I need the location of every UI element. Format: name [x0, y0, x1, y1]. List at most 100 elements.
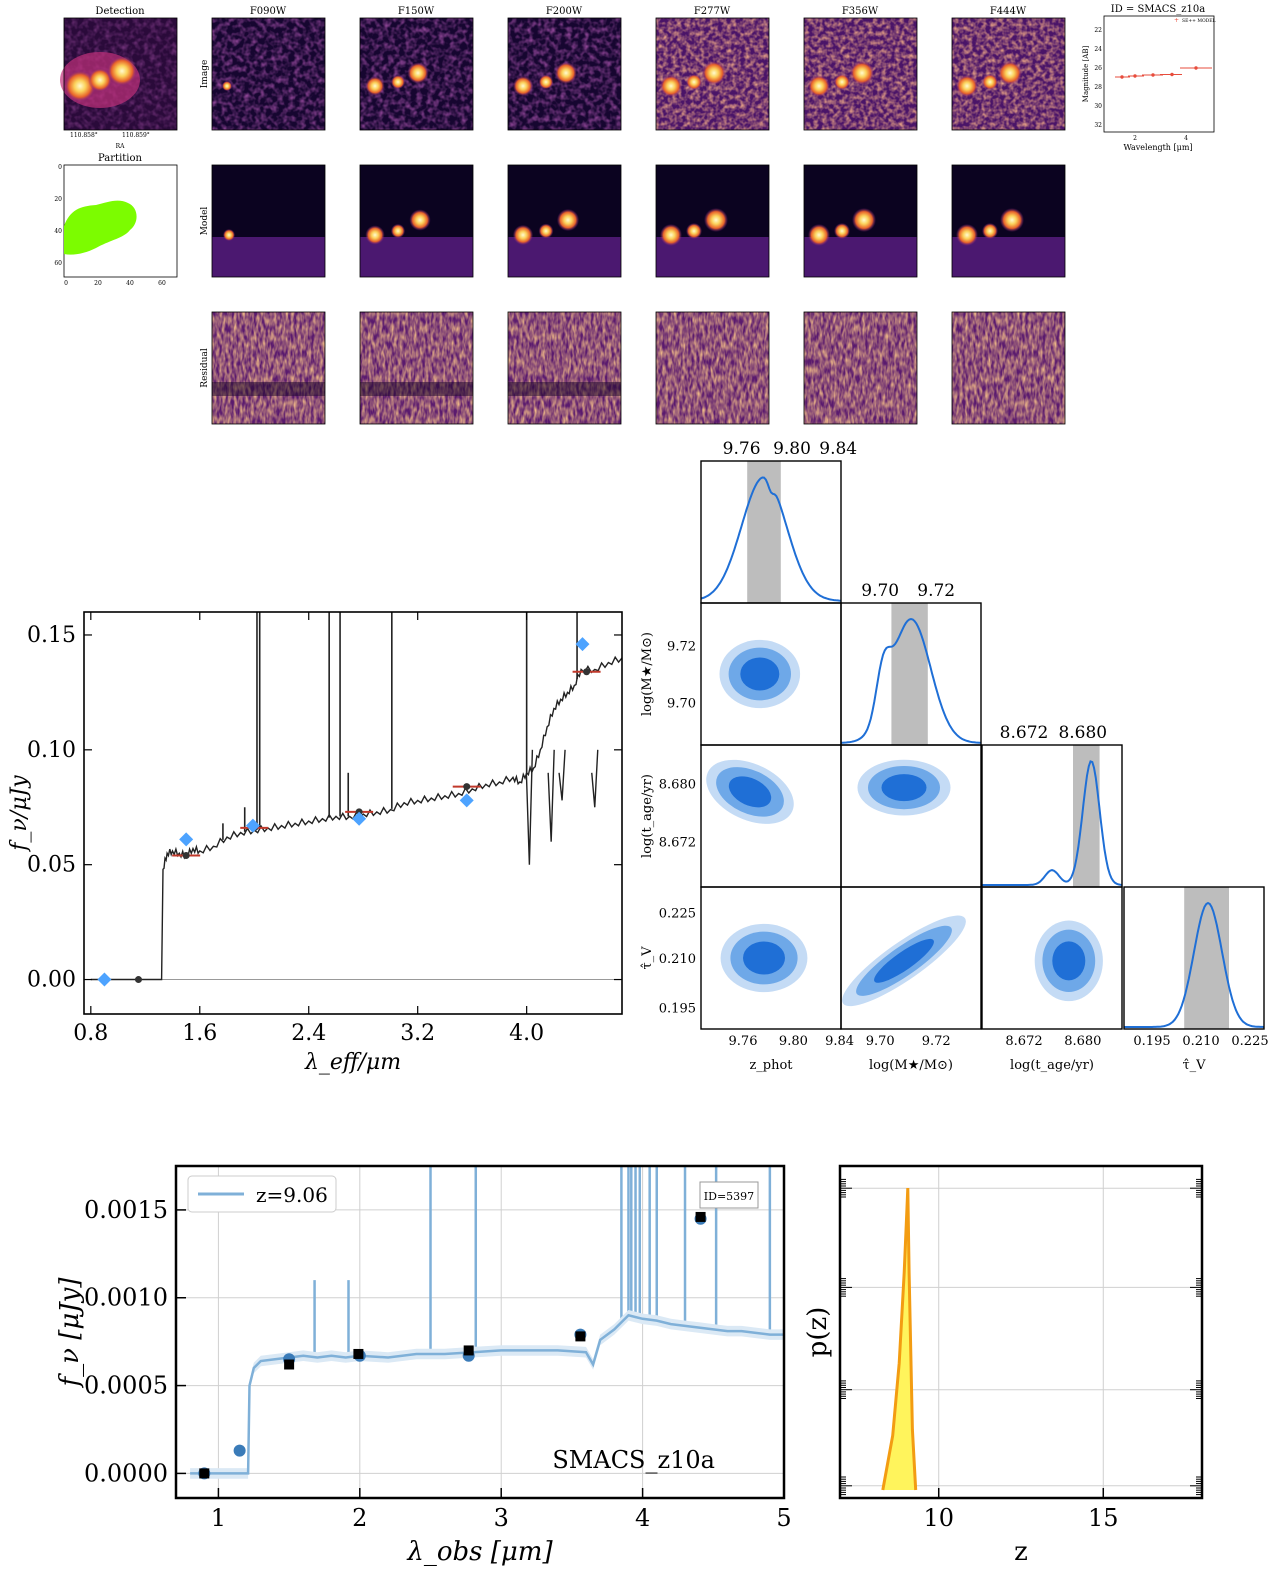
cutout-2-2 [507, 311, 622, 425]
cutout-0-0 [211, 17, 326, 131]
pz-area [882, 1188, 916, 1490]
corner-2d-3-0-level-3 [720, 923, 808, 993]
corner-2d-1-0-level-2 [728, 647, 791, 701]
corner-2d-3-2 [981, 886, 1123, 1030]
ra-tick-1: 110.858° [70, 132, 98, 139]
corner-diag-frame-2 [981, 744, 1123, 888]
inset-xtick-2: 2 [1133, 135, 1137, 142]
corner-2d-2-1 [840, 744, 982, 888]
eazy-observed-point-6 [694, 1212, 707, 1225]
corner-xtick-2-1: 8.680 [1064, 1034, 1101, 1049]
corner-xtick-3-2: 0.225 [1231, 1034, 1268, 1049]
cutout-0-2 [507, 17, 622, 131]
sed-xlabel: λ_eff/μm [304, 1050, 401, 1075]
detection-title: Detection [95, 6, 145, 17]
eazy-id-label: ID=5397 [704, 1190, 754, 1203]
sed-observed-point-0 [100, 976, 108, 984]
sed-xtick-label-4: 4.0 [509, 1021, 544, 1046]
eazy-observed-point-1 [233, 1444, 246, 1457]
sed-observed-point-4 [355, 808, 363, 816]
corner-2d-frame-3-2 [981, 886, 1123, 1030]
cutout-2-5 [951, 311, 1066, 425]
eazy-observed-point-5 [574, 1328, 587, 1341]
corner-diag-tick-0-0: 9.76 [723, 439, 761, 459]
corner-2d-frame-3-0 [700, 886, 842, 1030]
sed-model-phot-1 [179, 832, 194, 847]
cutout-1-2 [507, 164, 622, 278]
filter-title-f356w: F356W [842, 6, 879, 17]
eazy-model-phot-3 [463, 1345, 474, 1356]
eazy-model-line [190, 1313, 784, 1475]
eazy-object-label: SMACS_z10a [552, 1446, 715, 1474]
sed-xtick-label-0: 0.8 [73, 1021, 108, 1046]
sed-observed-point-5 [463, 783, 471, 791]
corner-diag-frame-0 [700, 460, 842, 604]
corner-diag-tick-2-0: 8.672 [1000, 723, 1049, 743]
sed-frame [83, 611, 623, 1015]
cutout-0-3 [655, 17, 770, 131]
sed-model-phot-2 [245, 818, 260, 833]
sed-model-phot-5 [575, 637, 590, 652]
corner-diag-1 [840, 602, 982, 746]
inset-legend-marker: + [1174, 17, 1179, 24]
inset-magnitude-plot: ID = SMACS_z10a SE++ MODEL + 22 24 26 28… [1082, 4, 1216, 152]
corner-2d-frame-1-0 [700, 602, 842, 746]
corner-2d-2-0-level-2 [716, 767, 784, 817]
sed-observed-point-1 [134, 976, 142, 984]
partition-xtick-3: 60 [158, 280, 166, 287]
corner-xtick-1-0: 9.70 [866, 1034, 895, 1049]
corner-2d-3-2-level-3 [1034, 920, 1103, 1002]
sed-observed-point-2 [182, 851, 190, 859]
corner-xtick-3-1: 0.210 [1182, 1034, 1219, 1049]
corner-2d-3-2-level-1 [1052, 941, 1086, 981]
inset-ytick-24: 24 [1094, 46, 1102, 53]
corner-diag-tick-2-1: 8.680 [1058, 723, 1107, 743]
eazy-frame [174, 1164, 786, 1500]
cutout-panel: Detection 110.858° 110.859° RA Partition… [54, 4, 1216, 425]
sed-model-phot-3 [352, 811, 367, 826]
inset-ylabel: Magnitude [AB] [1082, 46, 1090, 103]
cutout-1-5 [951, 164, 1066, 278]
eazy-model-phot-2 [353, 1348, 364, 1359]
corner-2d-frame-2-1 [840, 744, 982, 888]
corner-xtick-0-0: 9.76 [729, 1034, 758, 1049]
eazy-ytick-label-0: 0.0000 [84, 1459, 168, 1487]
sed-observed-point-6 [583, 668, 591, 676]
cutout-0-5 [951, 17, 1066, 131]
filter-title-f200w: F200W [546, 6, 583, 17]
corner-diag-curve-2 [982, 760, 1123, 886]
corner-2d-2-1-level-3 [857, 759, 951, 816]
sed-model-line [90, 655, 623, 981]
eazy-xtick-label-1: 2 [352, 1504, 367, 1532]
eazy-observed-point-0 [198, 1467, 211, 1480]
sed-absorption-1 [547, 749, 555, 842]
inset-ytick-22: 22 [1094, 27, 1102, 34]
cutout-1-0 [211, 164, 326, 278]
partition-ytick-2: 40 [54, 228, 62, 235]
sed-absorption-0 [525, 749, 534, 865]
corner-diag-curve-3 [1124, 901, 1265, 1028]
pz-xlabel: z [1014, 1537, 1028, 1567]
corner-diag-0 [700, 460, 842, 604]
corner-diag-band-3 [1184, 887, 1229, 1029]
eazy-xtick-label-0: 1 [211, 1504, 226, 1532]
corner-xlabel-3: τ̂_V [1182, 1058, 1206, 1073]
corner-ytick-2-2: 0.195 [659, 1002, 696, 1017]
corner-diag-tick-1-1: 9.72 [917, 581, 955, 601]
filter-title-f150w: F150W [398, 6, 435, 17]
corner-diag-curve-0 [700, 476, 842, 602]
eazy-band [190, 1310, 785, 1479]
sed-xtick-label-1: 1.6 [182, 1021, 217, 1046]
eazy-xlabel: λ_obs [μm] [406, 1537, 553, 1567]
partition-xtick-2: 40 [126, 280, 134, 287]
corner-ylabel-3: τ̂_V [640, 946, 655, 970]
row-label-residual: Residual [200, 348, 210, 388]
detection-cutout [60, 17, 178, 131]
corner-2d-3-2-level-2 [1042, 929, 1096, 993]
cutout-grid [211, 17, 1066, 425]
sed-ytick-label-2: 0.10 [27, 738, 76, 763]
inset-ytick-26: 26 [1094, 65, 1102, 72]
sed-ytick-label-3: 0.15 [27, 623, 76, 648]
partition-ytick-0: 0 [58, 164, 62, 171]
corner-2d-3-1-level-2 [856, 925, 952, 996]
